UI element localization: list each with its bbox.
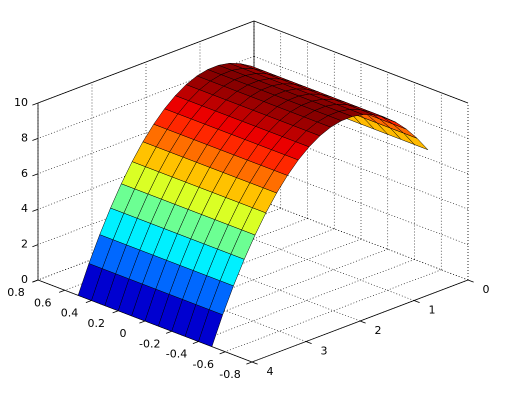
grid-line [145,238,361,322]
x-tick-label: 0.4 [61,307,79,320]
z-tick [32,173,39,177]
grid-line [253,162,469,245]
y-tick-label: 0 [483,283,490,296]
y-tick [305,341,312,345]
x-tick [85,300,92,304]
x-tick-label: -0.6 [193,358,214,371]
y-tick-label: 4 [267,365,274,378]
z-tick [32,244,39,248]
x-tick-label: 0.6 [34,296,52,309]
y-tick [359,320,366,324]
z-tick-label: 8 [21,131,28,144]
surface-patch [273,154,299,176]
z-tick [32,279,39,283]
grid-line [199,218,415,301]
x-tick-label: 0.8 [7,286,25,299]
grid-line [37,126,255,210]
x-tick [112,310,119,314]
x-tick-label: 0 [120,327,127,340]
z-tick-label: 10 [14,96,28,109]
grid-line [37,56,255,139]
x-tick [58,289,65,293]
grid-line [225,269,442,353]
x-tick [139,320,146,324]
z-tick [32,208,39,212]
grid-line [253,197,469,281]
grid-line [198,259,415,342]
grid-line [37,197,255,281]
y-tick [251,361,258,365]
grid-line [253,91,469,175]
y-tick-label: 1 [429,304,436,317]
grid-line [253,126,469,210]
x-tick [246,361,253,365]
axis-box [37,20,255,104]
x-tick [165,330,172,334]
x-tick [219,351,226,355]
z-tick-label: 4 [21,202,28,215]
z-tick [32,138,39,141]
y-tick-label: 3 [321,345,328,358]
grid-line [37,91,255,175]
grid-line [253,56,469,139]
z-tick-label: 0 [21,273,28,286]
x-tick-label: -0.8 [219,368,240,381]
grid-line [37,162,255,245]
axis-box [253,20,469,104]
x-tick-label: -0.4 [166,348,187,361]
z-tick-label: 6 [21,167,28,180]
x-tick [192,341,199,345]
x-tick-label: -0.2 [139,337,160,350]
y-tick [413,300,420,304]
z-tick [32,102,39,106]
y-tick-label: 2 [375,324,382,337]
y-tick [467,279,474,283]
z-tick-label: 2 [21,238,28,251]
x-tick-label: 0.2 [88,317,106,330]
